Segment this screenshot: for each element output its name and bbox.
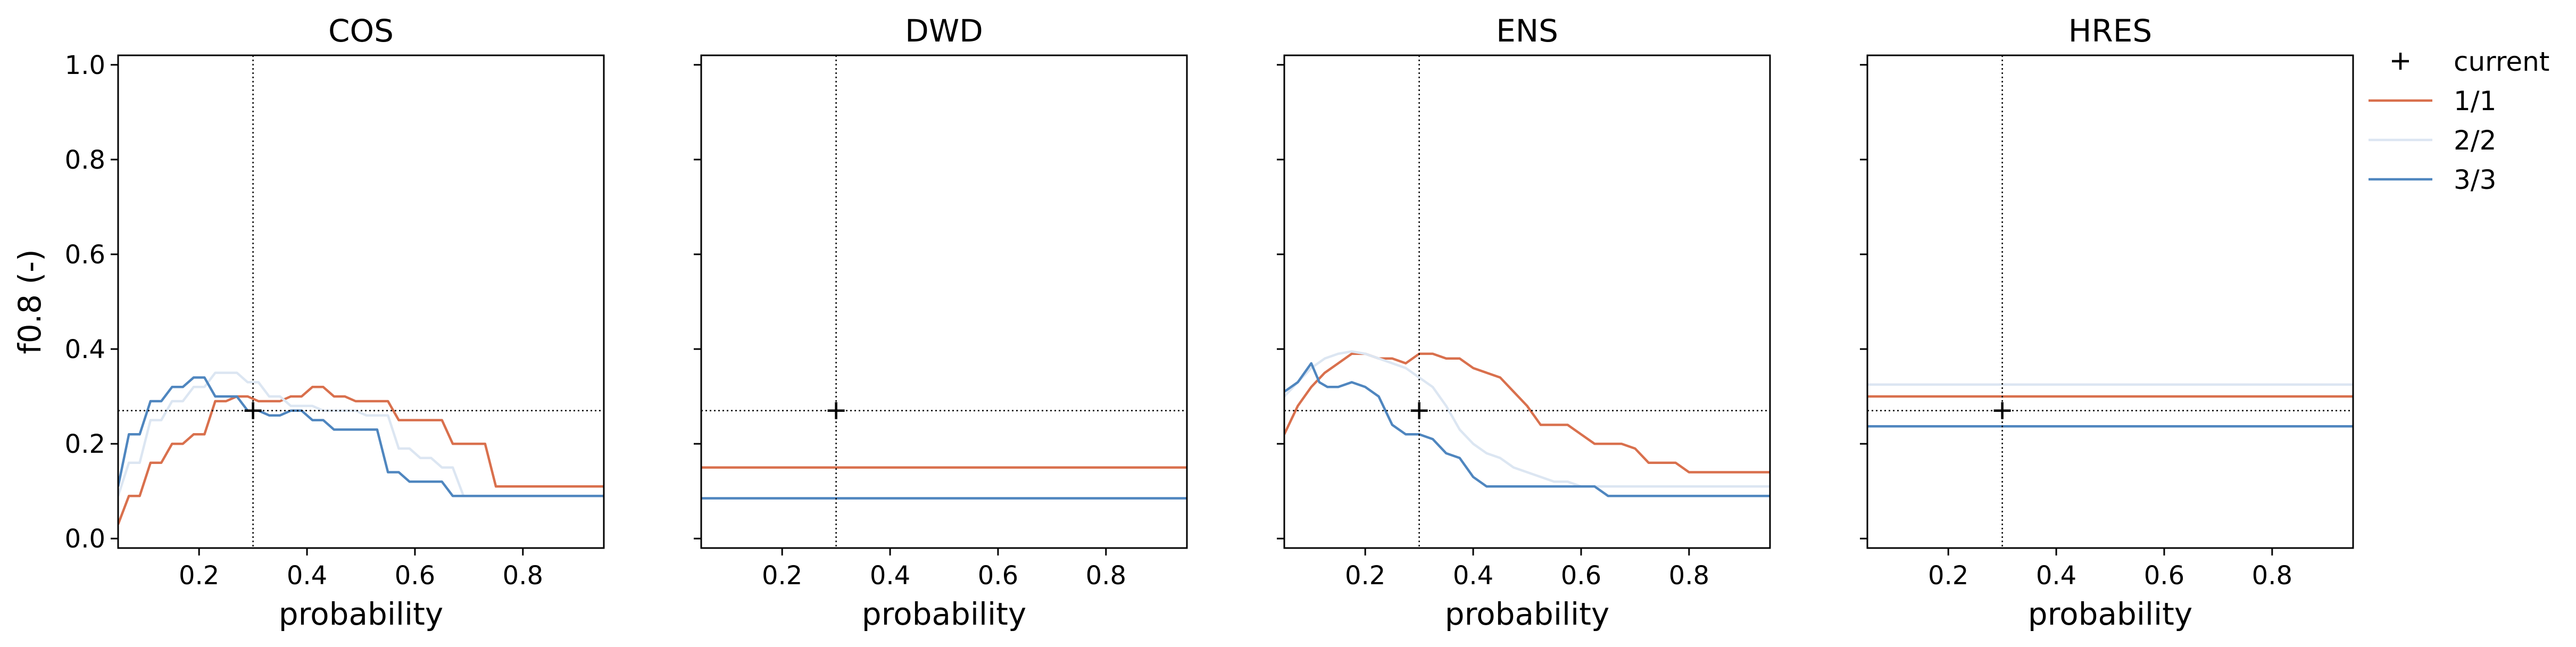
legend-label: 2/2 [2454, 125, 2496, 156]
legend: current 1/1 2/2 3/3 [2369, 46, 2549, 195]
legend-item: current [2392, 46, 2549, 77]
x-axis-label: probability [279, 596, 443, 632]
x-tick-label: 0.2 [1345, 561, 1385, 591]
legend-item: 3/3 [2369, 164, 2496, 195]
x-tick-label: 0.4 [870, 561, 910, 591]
panel-title: COS [328, 13, 394, 49]
current-marker [827, 402, 845, 419]
x-tick-label: 0.4 [2036, 561, 2076, 591]
x-tick-label: 0.4 [287, 561, 327, 591]
current-marker [1993, 402, 2011, 419]
x-tick-label: 0.6 [1561, 561, 1601, 591]
series-line-1 [118, 386, 604, 525]
legend-label: current [2454, 46, 2549, 77]
x-tick-label: 0.6 [978, 561, 1018, 591]
y-tick-label: 1.0 [65, 51, 105, 80]
axes-frame [1283, 54, 1771, 549]
axes-frame [700, 54, 1188, 549]
x-axis-label: probability [862, 596, 1026, 632]
y-axis-label: f0.8 (-) [12, 249, 48, 354]
series-line-3 [118, 376, 604, 497]
series-lines [701, 466, 1187, 500]
x-tick-label: 0.8 [1086, 561, 1126, 591]
x-tick-label: 0.8 [1669, 561, 1709, 591]
series-line-3 [1284, 362, 1770, 497]
panel-ens: ENS 0.2 0.4 0.6 0.8 probability [1277, 13, 1771, 632]
axes-frame [117, 54, 605, 549]
legend-marker-icon [2392, 53, 2409, 70]
y-tick-label: 0.8 [65, 145, 105, 175]
panel-cos: COS 0.2 0.4 0.6 0.8 0.0 0.2 0.4 0.6 0.8 1.0 probabi… [12, 13, 605, 632]
series-line-2 [118, 371, 604, 497]
series-lines [1284, 350, 1770, 497]
series-lines [118, 371, 604, 525]
panel-dwd: DWD 0.2 0.4 0.6 0.8 probability [694, 13, 1188, 632]
panel-title: DWD [905, 13, 983, 49]
y-tick-label: 0.4 [65, 335, 105, 364]
series-line-2 [1284, 350, 1770, 488]
x-tick-label: 0.6 [395, 561, 435, 591]
legend-label: 3/3 [2454, 164, 2496, 195]
x-tick-label: 0.4 [1453, 561, 1493, 591]
series-line-1 [1284, 352, 1770, 474]
chart-panels: COS 0.2 0.4 0.6 0.8 0.0 0.2 0.4 0.6 0.8 1.0 probabi… [12, 13, 2354, 632]
panel-title: ENS [1496, 13, 1558, 49]
series-lines [1867, 383, 2353, 428]
legend-item: 2/2 [2369, 125, 2496, 156]
y-tick-label: 0.6 [65, 240, 105, 270]
legend-label: 1/1 [2454, 86, 2496, 117]
panel-title: HRES [2068, 13, 2152, 49]
current-marker [244, 402, 262, 419]
x-tick-label: 0.2 [179, 561, 219, 591]
x-tick-label: 0.2 [762, 561, 802, 591]
legend-item: 1/1 [2369, 86, 2496, 117]
x-tick-label: 0.6 [2144, 561, 2184, 591]
x-tick-label: 0.8 [503, 561, 543, 591]
x-axis-label: probability [1445, 596, 1609, 632]
panel-hres: HRES 0.2 0.4 0.6 0.8 probability [1860, 13, 2354, 632]
x-axis-label: probability [2028, 596, 2192, 632]
x-tick-label: 0.2 [1928, 561, 1968, 591]
y-tick-label: 0.2 [65, 429, 105, 459]
axes-frame [1866, 54, 2354, 549]
x-tick-label: 0.8 [2252, 561, 2292, 591]
current-marker [1410, 402, 1428, 419]
y-tick-label: 0.0 [65, 524, 105, 554]
